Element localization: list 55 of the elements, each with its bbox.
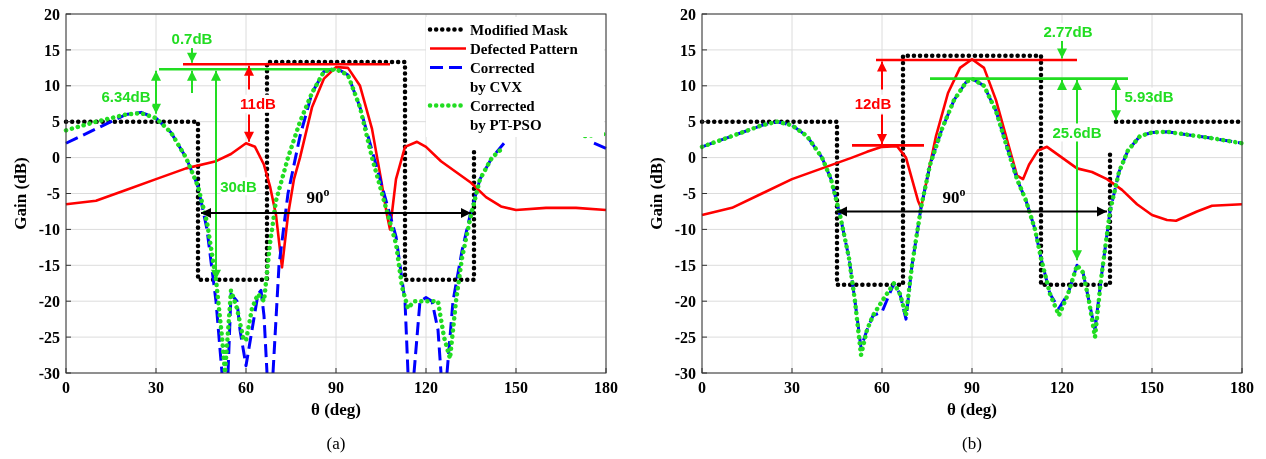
y-tick-label: -15 <box>674 256 696 274</box>
annotation: 30dB <box>220 177 257 195</box>
x-axis-title: θ (deg) <box>311 400 361 419</box>
legend-label: Modified Mask <box>470 21 569 38</box>
legend-label: Corrected by CVX <box>470 59 536 95</box>
x-tick-label: 60 <box>238 379 254 396</box>
y-tick-label: -25 <box>674 328 696 346</box>
y-tick-label: 10 <box>44 77 60 95</box>
y-tick-label: 0 <box>52 149 60 167</box>
x-tick-label: 120 <box>414 379 438 396</box>
y-tick-label: -30 <box>38 364 60 382</box>
y-tick-label: -10 <box>674 221 696 238</box>
y-axis-title: Gain (dB) <box>647 157 666 230</box>
x-axis-title: θ (deg) <box>947 400 997 419</box>
y-tick-label: 20 <box>680 5 696 23</box>
x-tick-label: 150 <box>504 379 528 396</box>
y-tick-label: 5 <box>52 113 60 131</box>
y-tick-label: -10 <box>38 221 60 238</box>
x-tick-label: 30 <box>148 379 164 396</box>
x-tick-label: 180 <box>1230 379 1254 396</box>
line-series <box>64 65 608 269</box>
y-tick-label: -5 <box>682 185 696 203</box>
legend-label: Corrected by PT-PSO <box>470 97 542 133</box>
y-tick-label: -20 <box>674 292 696 310</box>
x-tick-label: 60 <box>874 379 890 396</box>
annotation: 12dB <box>854 95 892 112</box>
y-tick-label: -5 <box>46 185 60 203</box>
x-tick-label: 120 <box>1050 379 1074 396</box>
x-tick-label: 90 <box>328 379 344 396</box>
x-tick-label: 90 <box>964 379 980 396</box>
text: (a) <box>326 434 346 453</box>
annotation: 90$^{o}$ <box>306 185 330 208</box>
y-tick-label: -25 <box>38 328 60 346</box>
annotation: 5.93dB <box>1124 87 1174 105</box>
y-tick-label: 0 <box>688 149 696 167</box>
y-axis-title: Gain (dB) <box>11 157 30 230</box>
y-tick-label: 10 <box>680 77 696 95</box>
x-tick-label: 30 <box>784 379 800 396</box>
y-tick-label: 20 <box>44 5 60 23</box>
x-tick-label: 180 <box>594 379 618 396</box>
y-tick-label: 15 <box>680 41 696 59</box>
annotation: 90$^{o}$ <box>942 185 966 208</box>
text: (b) <box>962 434 982 453</box>
annotation: 2.77dB <box>1043 23 1093 41</box>
annotation: 6.34dB <box>101 87 151 105</box>
annotation: 11dB <box>240 95 277 112</box>
y-tick-label: 5 <box>688 113 696 131</box>
legend-label: Defected Pattern <box>470 40 579 57</box>
y-tick-label: -30 <box>674 364 696 382</box>
annotation: 25.6dB <box>1052 123 1102 141</box>
y-tick-label: -20 <box>38 292 60 310</box>
x-tick-label: 150 <box>1140 379 1164 396</box>
annotation: 0.7dB <box>171 30 213 48</box>
y-tick-label: 15 <box>44 41 60 59</box>
y-tick-label: -15 <box>38 256 60 274</box>
